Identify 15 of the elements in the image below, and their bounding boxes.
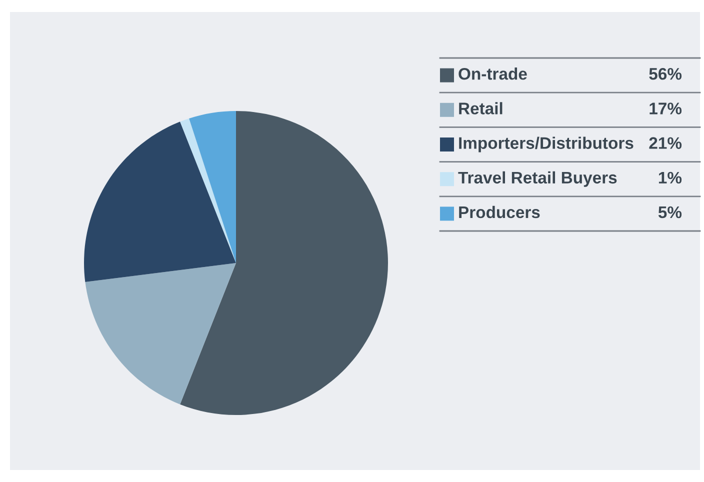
data-label: 1% bbox=[658, 172, 682, 184]
pie-slice bbox=[189, 111, 236, 263]
pie-slice bbox=[180, 118, 236, 263]
pie-slice bbox=[180, 111, 388, 415]
data-label: 21% bbox=[649, 137, 682, 149]
pie-slice bbox=[85, 263, 236, 404]
data-label: 17% bbox=[650, 102, 682, 114]
data-label: 5% bbox=[658, 206, 682, 218]
legend-label: Travel Retail Buyers bbox=[458, 171, 617, 187]
pie-slice bbox=[84, 122, 236, 282]
legend-label: Producers bbox=[459, 206, 540, 218]
legend-label: Retail bbox=[459, 102, 502, 114]
data-label: 56% bbox=[649, 68, 682, 80]
legend-label: Importers/Distributors bbox=[459, 136, 634, 152]
legend-label: On-trade bbox=[458, 68, 527, 80]
